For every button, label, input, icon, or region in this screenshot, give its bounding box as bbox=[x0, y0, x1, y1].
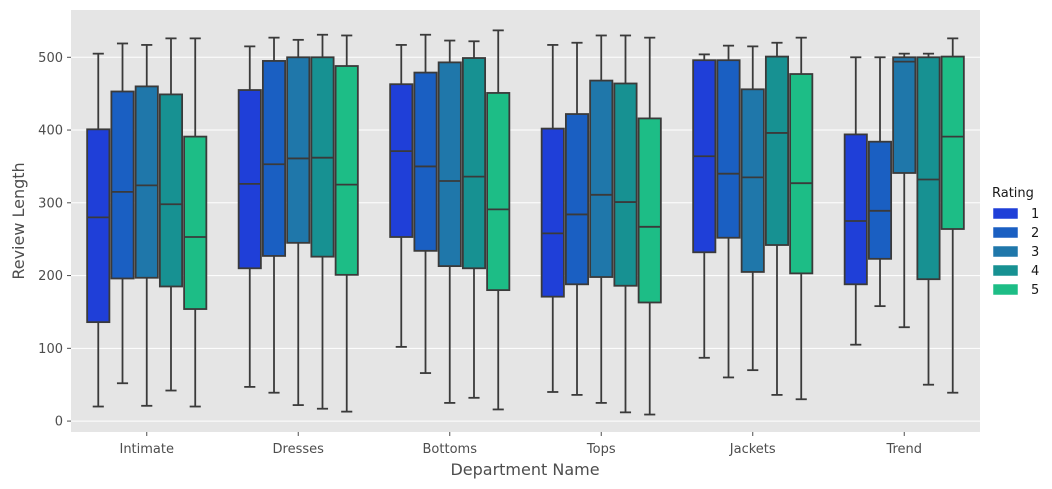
y-tick-label: 0 bbox=[55, 415, 63, 430]
legend-swatch bbox=[992, 245, 1019, 258]
box bbox=[237, 89, 262, 270]
box bbox=[486, 92, 511, 292]
box bbox=[461, 57, 487, 270]
box bbox=[564, 113, 590, 286]
x-tick-label: Dresses bbox=[273, 442, 325, 457]
box bbox=[843, 133, 868, 286]
box bbox=[740, 88, 765, 273]
box bbox=[413, 71, 438, 252]
box bbox=[789, 73, 814, 275]
grid-lines bbox=[71, 56, 980, 422]
y-tick-label: 300 bbox=[38, 196, 63, 211]
box bbox=[540, 127, 565, 298]
box bbox=[286, 56, 311, 244]
legend: Rating 1 2 3 4 5 bbox=[992, 186, 1039, 298]
box-layer bbox=[86, 29, 965, 416]
legend-label: 2 bbox=[1031, 226, 1039, 241]
box bbox=[437, 61, 462, 268]
legend-swatch bbox=[992, 283, 1019, 296]
y-axis-title: Review Length bbox=[9, 162, 28, 279]
x-axis: Intimate Dresses Bottoms Tops Jackets Trend bbox=[119, 432, 922, 457]
box bbox=[637, 117, 662, 304]
box bbox=[613, 82, 638, 287]
y-tick-label: 500 bbox=[38, 51, 63, 66]
box bbox=[389, 83, 414, 238]
box bbox=[716, 59, 741, 239]
box bbox=[940, 55, 965, 230]
box bbox=[589, 79, 614, 278]
box bbox=[867, 140, 893, 260]
legend-label: 1 bbox=[1031, 207, 1039, 222]
box bbox=[764, 55, 790, 246]
box bbox=[261, 60, 287, 257]
legend-label: 4 bbox=[1031, 264, 1039, 279]
box bbox=[916, 56, 941, 281]
x-tick-label: Intimate bbox=[119, 442, 174, 457]
y-axis: 0 100 200 300 400 500 bbox=[38, 51, 71, 430]
y-tick-label: 200 bbox=[38, 269, 63, 284]
legend-title: Rating bbox=[992, 186, 1034, 201]
legend-swatch bbox=[992, 226, 1019, 239]
box bbox=[158, 93, 184, 288]
x-tick-label: Bottoms bbox=[423, 442, 478, 457]
box bbox=[334, 65, 359, 276]
y-tick-label: 100 bbox=[38, 342, 63, 357]
box bbox=[892, 56, 917, 174]
x-tick-label: Jackets bbox=[729, 442, 776, 457]
x-tick-label: Tops bbox=[586, 442, 616, 457]
legend-label: 5 bbox=[1031, 283, 1039, 298]
x-tick-label: Trend bbox=[885, 442, 922, 457]
legend-swatch bbox=[992, 264, 1019, 277]
plot-background bbox=[71, 10, 980, 432]
box bbox=[183, 135, 208, 310]
legend-swatch bbox=[992, 207, 1019, 220]
box bbox=[110, 90, 135, 280]
box bbox=[86, 128, 111, 324]
box bbox=[134, 85, 159, 279]
x-axis-title: Department Name bbox=[450, 460, 599, 479]
y-tick-label: 400 bbox=[38, 124, 63, 139]
legend-label: 3 bbox=[1031, 245, 1039, 260]
